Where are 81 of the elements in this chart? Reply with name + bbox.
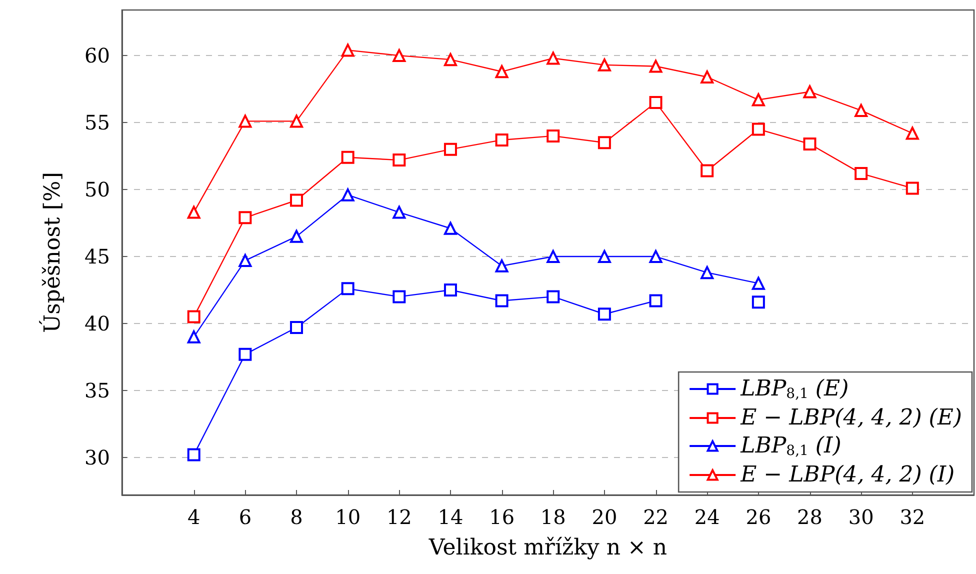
- point: [495, 294, 508, 308]
- point: [854, 104, 868, 117]
- point: [187, 310, 200, 324]
- x-tick-label: 30: [848, 505, 874, 529]
- x-tick-label: 20: [592, 505, 618, 529]
- point: [854, 166, 868, 180]
- point: [444, 53, 457, 66]
- point: [495, 65, 508, 78]
- x-tick-label: 10: [335, 505, 361, 529]
- point: [392, 49, 406, 62]
- point: [341, 188, 354, 202]
- point: [803, 85, 816, 98]
- y-tick-label: 55: [84, 110, 110, 135]
- x-tick-label: 24: [694, 505, 720, 529]
- y-tick-label: 35: [84, 378, 110, 402]
- point: [392, 290, 406, 304]
- x-tick-label: 18: [540, 505, 566, 529]
- point: [752, 276, 765, 290]
- point: [238, 254, 252, 268]
- legend-label: E − LBP(4, 4, 2) (E): [740, 406, 962, 430]
- point: [546, 52, 560, 65]
- point: [649, 294, 662, 308]
- point: [546, 250, 560, 264]
- point: [495, 133, 508, 146]
- point: [906, 182, 919, 195]
- point: [238, 211, 252, 224]
- point: [187, 206, 200, 219]
- x-tick-label: 26: [746, 505, 772, 529]
- point: [290, 114, 304, 128]
- point: [700, 70, 714, 84]
- point: [598, 308, 611, 321]
- x-tick-label: 28: [797, 505, 822, 529]
- x-axis-title: Velikost mřížky n × n: [428, 536, 668, 560]
- point: [187, 448, 200, 462]
- point: [495, 259, 508, 272]
- point: [598, 58, 611, 72]
- legend-label: LBP8,1 (E): [740, 376, 849, 402]
- point: [290, 230, 304, 243]
- point: [546, 129, 560, 142]
- point: [290, 321, 304, 334]
- point: [906, 126, 919, 140]
- point: [238, 114, 252, 128]
- x-tick-label: 6: [238, 505, 252, 529]
- point: [649, 60, 662, 73]
- x-tick-label: 12: [386, 505, 412, 529]
- x-tick-label: 16: [489, 505, 515, 529]
- point: [700, 164, 714, 178]
- point: [752, 93, 765, 106]
- y-axis-title: Úspěšnost [%]: [38, 172, 66, 333]
- x-tick-label: 8: [290, 505, 303, 529]
- y-tick-label: 45: [84, 244, 110, 269]
- point: [752, 296, 765, 309]
- x-tick-label: 4: [187, 505, 200, 529]
- y-tick-label: 30: [84, 445, 110, 470]
- legend-label: E − LBP(4, 4, 2) (I): [740, 462, 955, 488]
- point: [392, 154, 406, 167]
- point: [649, 250, 662, 264]
- point: [341, 282, 354, 296]
- point: [598, 250, 611, 264]
- point: [238, 348, 252, 361]
- y-tick-label: 50: [84, 178, 110, 202]
- point: [290, 194, 304, 207]
- x-tick-label: 14: [438, 505, 464, 529]
- x-tick-label: 22: [643, 505, 669, 529]
- point: [341, 44, 354, 57]
- y-tick-label: 40: [84, 312, 110, 336]
- point: [803, 137, 816, 150]
- y-tick-label: 60: [84, 44, 110, 68]
- legend-label: LBP8,1 (I): [740, 434, 842, 459]
- point: [444, 222, 457, 235]
- point: [341, 150, 354, 164]
- point: [598, 136, 611, 150]
- point: [700, 266, 714, 280]
- point: [649, 96, 662, 109]
- point: [187, 330, 200, 344]
- point: [752, 122, 765, 136]
- point: [546, 290, 560, 304]
- point: [444, 142, 457, 156]
- point: [392, 206, 406, 219]
- point: [444, 284, 457, 297]
- x-tick-label: 32: [900, 505, 926, 529]
